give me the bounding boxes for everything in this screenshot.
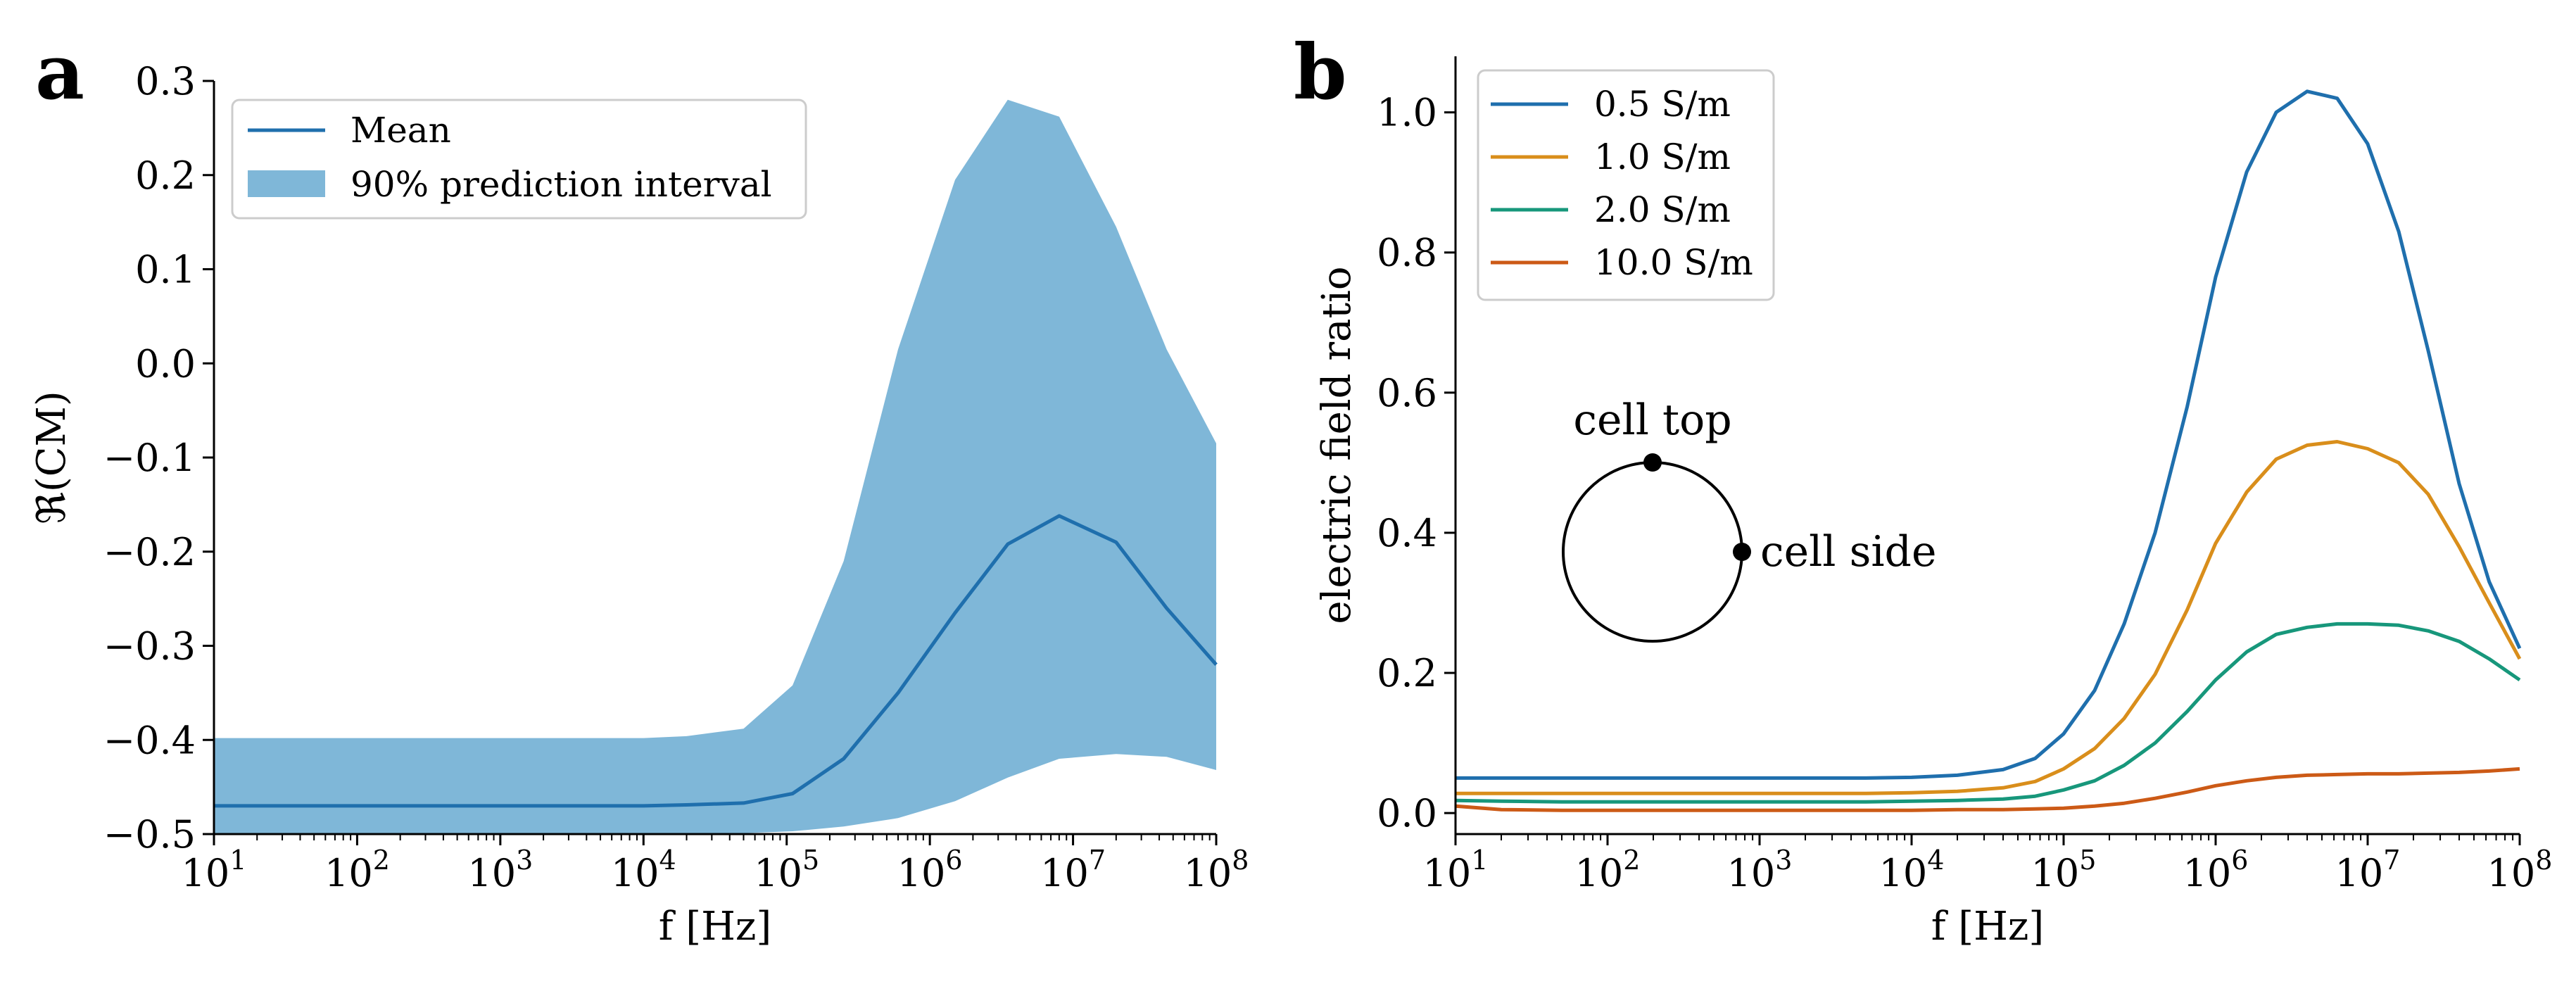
legend-label: Mean bbox=[351, 110, 451, 151]
x-tick-label: 103 bbox=[467, 845, 533, 895]
x-tick-label: 106 bbox=[897, 845, 963, 895]
panel-label: a bbox=[35, 28, 84, 117]
y-tick-label: 0.1 bbox=[135, 248, 196, 292]
series-line-1-0-s-m bbox=[1456, 440, 2522, 795]
cell-top-label: cell top bbox=[1573, 396, 1731, 445]
legend: 0.5 S/m 1.0 S/m 2.0 S/m 10.0 S/m bbox=[1477, 69, 1775, 301]
y-tick-label: −0.2 bbox=[103, 530, 196, 574]
cell-top-marker bbox=[1643, 453, 1662, 472]
y-tick-label: −0.3 bbox=[103, 624, 196, 669]
x-tick-label: 105 bbox=[754, 845, 819, 895]
legend-label: 2.0 S/m bbox=[1594, 189, 1731, 230]
x-tick-label: 104 bbox=[1879, 845, 1945, 895]
series-line-0-5-s-m bbox=[1456, 89, 2522, 780]
y-tick-label: 0.2 bbox=[1377, 651, 1437, 695]
prediction-interval-band bbox=[214, 99, 1216, 834]
x-tick-label: 102 bbox=[1575, 845, 1641, 895]
legend-label: 0.5 S/m bbox=[1594, 84, 1731, 125]
panel-a: a 101 102 103 104 105 106 107 108 −0.5 −0.4 −0.3 −0.… bbox=[29, 28, 1249, 950]
legend-frame bbox=[231, 99, 807, 220]
x-tick-label: 103 bbox=[1727, 845, 1793, 895]
y-tick-label: 0.4 bbox=[1377, 511, 1437, 555]
legend: Mean 90% prediction interval bbox=[231, 99, 807, 220]
cell-side-label: cell side bbox=[1760, 527, 1936, 576]
x-axis-label: f [Hz] bbox=[1931, 904, 2045, 950]
x-tick-label: 108 bbox=[1184, 845, 1249, 895]
y-tick-label: 0.8 bbox=[1377, 231, 1437, 275]
y-tick-label: 0.0 bbox=[1377, 791, 1437, 835]
x-tick-label: 101 bbox=[182, 845, 247, 895]
y-tick-label: 1.0 bbox=[1377, 91, 1437, 135]
x-tick-label: 107 bbox=[1040, 845, 1106, 895]
y-tick-label: −0.1 bbox=[103, 436, 196, 480]
mean-line bbox=[214, 514, 1218, 808]
legend-label: 90% prediction interval bbox=[351, 164, 772, 205]
series-line-2-0-s-m bbox=[1455, 622, 2521, 804]
y-axis-label: electric field ratio bbox=[1314, 266, 1360, 624]
legend-label: 10.0 S/m bbox=[1594, 242, 1753, 283]
x-tick-label: 106 bbox=[2183, 845, 2249, 895]
legend-swatch-band bbox=[248, 170, 325, 197]
y-tick-label: 0.3 bbox=[135, 59, 196, 103]
legend-label: 1.0 S/m bbox=[1594, 137, 1731, 177]
y-tick-label: 0.2 bbox=[135, 153, 196, 198]
y-axis-label: ℜ(CM) bbox=[29, 391, 75, 524]
x-tick-label: 104 bbox=[611, 845, 676, 895]
y-tick-label: 0.0 bbox=[135, 341, 196, 386]
x-tick-label: 107 bbox=[2335, 845, 2401, 895]
cell-diagram: cell top cell side bbox=[1562, 396, 1936, 643]
cell-side-marker bbox=[1733, 543, 1751, 561]
cell-outline bbox=[1562, 461, 1743, 643]
x-tick-label: 102 bbox=[324, 845, 390, 895]
x-tick-label: 101 bbox=[1423, 845, 1489, 895]
panel-b: b 101 102 103 104 105 106 107 108 0.0 0.2 0.4 0.6 0.8… bbox=[1294, 28, 2552, 950]
y-tick-label: −0.4 bbox=[103, 718, 196, 762]
series-line-10-0-s-m bbox=[1455, 767, 2520, 812]
y-tick-label: 0.6 bbox=[1377, 371, 1437, 415]
legend-frame bbox=[1477, 69, 1775, 301]
y-tick-label: −0.5 bbox=[103, 812, 196, 857]
panel-label: b bbox=[1294, 28, 1347, 117]
x-tick-label: 108 bbox=[2487, 845, 2553, 895]
x-axis-label: f [Hz] bbox=[659, 904, 772, 950]
x-tick-label: 105 bbox=[2031, 845, 2097, 895]
